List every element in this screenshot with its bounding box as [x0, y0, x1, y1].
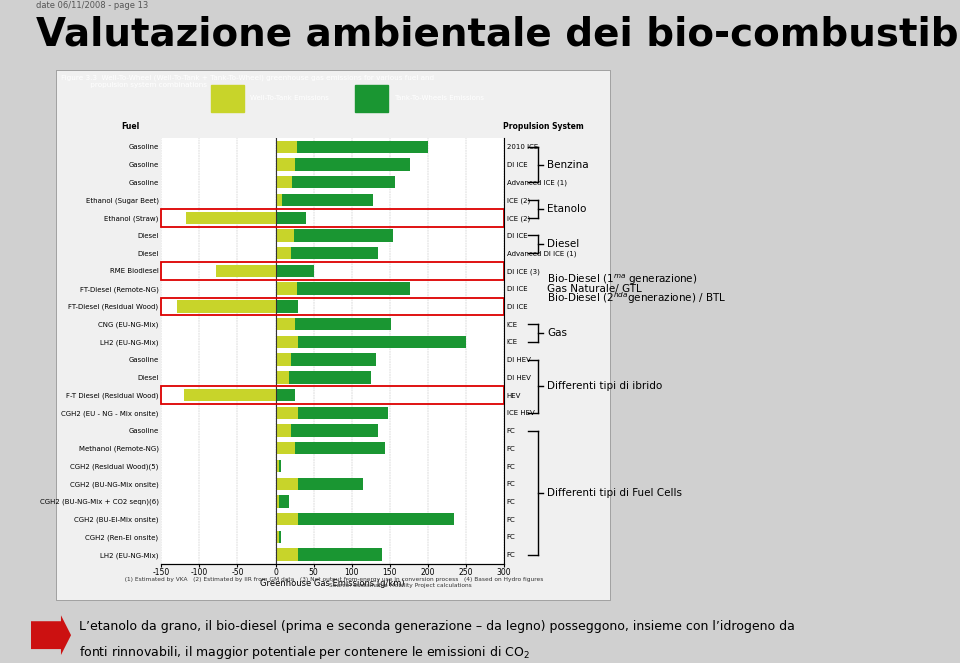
Bar [276, 282, 297, 295]
X-axis label: Greenhouse Gas Emissions (g/km): Greenhouse Gas Emissions (g/km) [260, 579, 405, 589]
Bar [278, 531, 281, 543]
Bar [297, 282, 410, 295]
Bar [291, 424, 378, 437]
Bar [216, 265, 276, 277]
Text: Valutazione ambientale dei bio-combustibili: Valutazione ambientale dei bio-combustib… [36, 16, 960, 54]
Bar [276, 300, 299, 312]
Text: Gas Naturale/ GTL: Gas Naturale/ GTL [547, 284, 642, 294]
Bar [276, 371, 289, 383]
Bar [276, 442, 296, 454]
Bar [294, 229, 393, 241]
Bar [299, 513, 454, 525]
Bar [299, 335, 466, 348]
Polygon shape [31, 615, 71, 655]
Bar [299, 477, 363, 490]
Bar [278, 460, 281, 472]
Bar [184, 389, 276, 401]
Text: Fuel: Fuel [121, 122, 139, 131]
Bar [161, 386, 504, 404]
Bar [296, 318, 392, 330]
Bar [297, 141, 428, 153]
Bar [276, 158, 295, 170]
Bar [211, 86, 244, 111]
Bar [276, 389, 296, 401]
Text: (1) Estimated by VKA   (2) Estimated by IIR from GM data   (3) Net output from e: (1) Estimated by VKA (2) Estimated by II… [122, 577, 543, 588]
Bar [276, 318, 296, 330]
Bar [276, 460, 278, 472]
Bar [276, 247, 291, 259]
Bar [296, 442, 385, 454]
Text: Propulsion System: Propulsion System [503, 122, 584, 131]
Bar [276, 211, 306, 224]
Bar [355, 86, 388, 111]
Text: Differenti tipi di ibrido: Differenti tipi di ibrido [547, 381, 662, 391]
Bar [177, 300, 276, 312]
Bar [276, 141, 297, 153]
Bar [291, 247, 378, 259]
Bar [276, 495, 278, 508]
Text: Benzina: Benzina [547, 160, 588, 170]
Text: Well-To-Tank Emissions: Well-To-Tank Emissions [250, 95, 328, 101]
Bar [276, 513, 299, 525]
Bar [281, 194, 373, 206]
Bar [161, 209, 504, 227]
Text: Tank-To-Wheels Emissions: Tank-To-Wheels Emissions [394, 95, 484, 101]
Bar [276, 477, 299, 490]
Bar [276, 335, 299, 348]
Text: Diesel: Diesel [547, 239, 580, 249]
Text: Etanolo: Etanolo [547, 204, 587, 214]
Bar [276, 176, 292, 188]
Bar [278, 495, 289, 508]
Bar [295, 158, 410, 170]
Bar [276, 548, 299, 561]
Text: Bio-Diesel (2$^{nda}$generazione) / BTL: Bio-Diesel (2$^{nda}$generazione) / BTL [547, 290, 727, 306]
Text: Bio-Diesel (1$^{ma}$ generazione): Bio-Diesel (1$^{ma}$ generazione) [547, 272, 698, 286]
Bar [299, 406, 388, 419]
Text: Gas: Gas [547, 328, 567, 338]
Bar [276, 531, 278, 543]
Bar [291, 353, 376, 366]
Text: Figure 3.3  Well-To-Wheel (Well-To-Tank + Tank-To-Wheel) greenhouse gas emission: Figure 3.3 Well-To-Wheel (Well-To-Tank +… [61, 74, 434, 88]
Bar [276, 424, 291, 437]
Text: Differenti tipi di Fuel Cells: Differenti tipi di Fuel Cells [547, 487, 683, 498]
Bar [276, 265, 314, 277]
Bar [161, 262, 504, 280]
Bar [276, 353, 291, 366]
Bar [276, 406, 299, 419]
Bar [289, 371, 372, 383]
Bar [185, 211, 276, 224]
Bar [276, 194, 281, 206]
Text: L’etanolo da grano, il bio-diesel (prima e seconda generazione – da legno) posse: L’etanolo da grano, il bio-diesel (prima… [79, 620, 795, 633]
Text: date 06/11/2008 - page 13: date 06/11/2008 - page 13 [36, 1, 149, 11]
Text: fonti rinnovabili, il maggior potentiale per contenere le emissioni di CO$_2$: fonti rinnovabili, il maggior potentiale… [79, 644, 530, 661]
Bar [292, 176, 396, 188]
Bar [161, 298, 504, 316]
Bar [276, 229, 294, 241]
Bar [299, 548, 382, 561]
